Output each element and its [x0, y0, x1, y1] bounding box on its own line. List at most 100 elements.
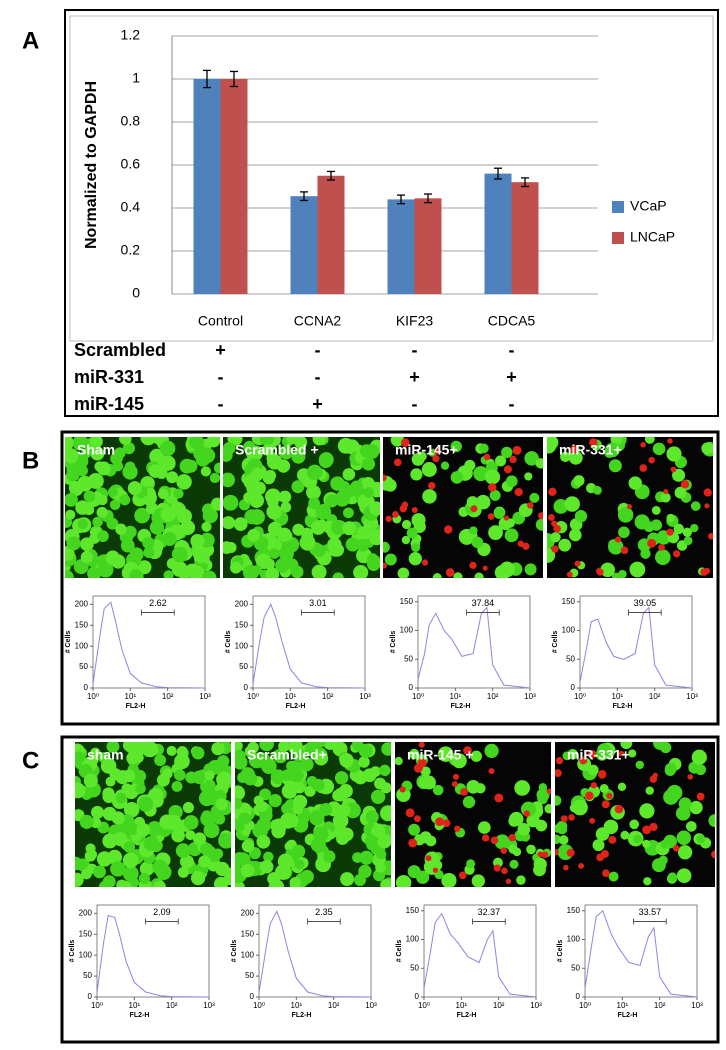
- dead-cell: [393, 458, 402, 467]
- dead-cell: [463, 746, 472, 755]
- cell: [294, 437, 308, 449]
- x-tick-label: 10⁰: [579, 1001, 591, 1010]
- cell: [287, 742, 303, 754]
- dead-cell: [546, 788, 551, 795]
- cell: [411, 543, 421, 553]
- cell: [281, 783, 298, 799]
- cell: [689, 800, 703, 815]
- cell: [278, 546, 294, 562]
- dead-cell: [432, 867, 439, 873]
- y-tick-label: 0: [244, 683, 249, 692]
- dead-cell: [608, 835, 617, 844]
- error-bar: [397, 194, 405, 205]
- cell: [173, 488, 184, 499]
- cell: [633, 834, 643, 844]
- cell: [135, 783, 146, 794]
- x-tick-label: 10⁰: [91, 1001, 103, 1010]
- y-axis-label: # Cells: [557, 940, 564, 963]
- y-axis-label: # Cells: [396, 940, 403, 963]
- image-label: miR-331+: [559, 442, 622, 458]
- cell: [608, 871, 619, 882]
- histogram-curve: [417, 606, 531, 689]
- cell: [501, 446, 513, 459]
- dead-cell: [481, 834, 490, 842]
- cell: [489, 489, 501, 501]
- y-tick-label: 100: [400, 626, 414, 635]
- cell: [309, 810, 325, 826]
- cell: [299, 757, 314, 772]
- x-tick-label: 10⁰: [418, 1001, 430, 1010]
- dead-cell: [383, 562, 387, 569]
- cell: [504, 528, 519, 543]
- table-cell: +: [215, 340, 226, 360]
- cell: [136, 822, 151, 837]
- dead-cell: [587, 750, 597, 759]
- y-tick-label: 0: [84, 683, 89, 692]
- cell: [200, 811, 216, 827]
- cell: [122, 852, 139, 869]
- cell: [123, 841, 136, 853]
- cell: [686, 821, 697, 832]
- cell: [479, 443, 489, 454]
- cell: [97, 461, 111, 476]
- cell: [358, 756, 370, 768]
- cell: [286, 437, 297, 445]
- table-cell: +: [312, 394, 323, 414]
- cell: [529, 492, 540, 503]
- cell: [282, 530, 293, 542]
- dead-cell: [590, 782, 598, 789]
- table-cell: +: [409, 367, 420, 387]
- cell: [122, 442, 135, 455]
- x-axis-label: FL2-H: [457, 1012, 477, 1019]
- dead-cell: [442, 819, 451, 827]
- cell: [450, 440, 462, 453]
- cell: [666, 513, 675, 523]
- dead-cell: [505, 878, 512, 885]
- cell: [510, 816, 520, 825]
- cell: [599, 784, 609, 793]
- cell: [423, 859, 440, 875]
- cell: [235, 749, 246, 763]
- row-label: miR-145: [74, 394, 144, 414]
- cell: [533, 857, 547, 871]
- cell: [129, 569, 144, 578]
- dead-cell: [405, 808, 415, 818]
- cell: [676, 868, 692, 884]
- cell: [127, 481, 142, 496]
- cell: [547, 437, 559, 450]
- cell: [366, 554, 380, 570]
- dead-cell: [408, 838, 418, 848]
- cell: [166, 471, 179, 484]
- cell: [323, 850, 336, 863]
- cell: [112, 460, 124, 472]
- cell: [119, 437, 132, 445]
- histogram-curve: [584, 909, 698, 998]
- cell: [241, 839, 255, 853]
- dead-cell: [708, 533, 713, 540]
- y-tick-label: 150: [400, 597, 414, 606]
- cell: [269, 548, 280, 559]
- y-tick-label: 0.6: [121, 156, 141, 172]
- dead-cell: [601, 800, 610, 809]
- x-tick-label: 10⁰: [247, 692, 259, 701]
- y-axis-label: # Cells: [225, 631, 232, 654]
- cell: [281, 803, 293, 815]
- cell: [223, 871, 231, 886]
- cell: [138, 872, 150, 885]
- cell: [642, 839, 651, 849]
- cell: [484, 743, 499, 758]
- cell: [244, 745, 256, 757]
- cell: [384, 553, 397, 566]
- cell: [667, 872, 678, 882]
- cell: [253, 795, 264, 806]
- cell: [340, 872, 355, 887]
- cell: [310, 520, 326, 535]
- gate-marker: [301, 609, 335, 616]
- cell: [218, 832, 231, 849]
- y-axis-label: # Cells: [69, 940, 76, 963]
- cell: [115, 770, 130, 785]
- bar: [193, 79, 221, 294]
- cell: [147, 787, 164, 804]
- cell: [678, 797, 692, 811]
- cell: [171, 780, 183, 792]
